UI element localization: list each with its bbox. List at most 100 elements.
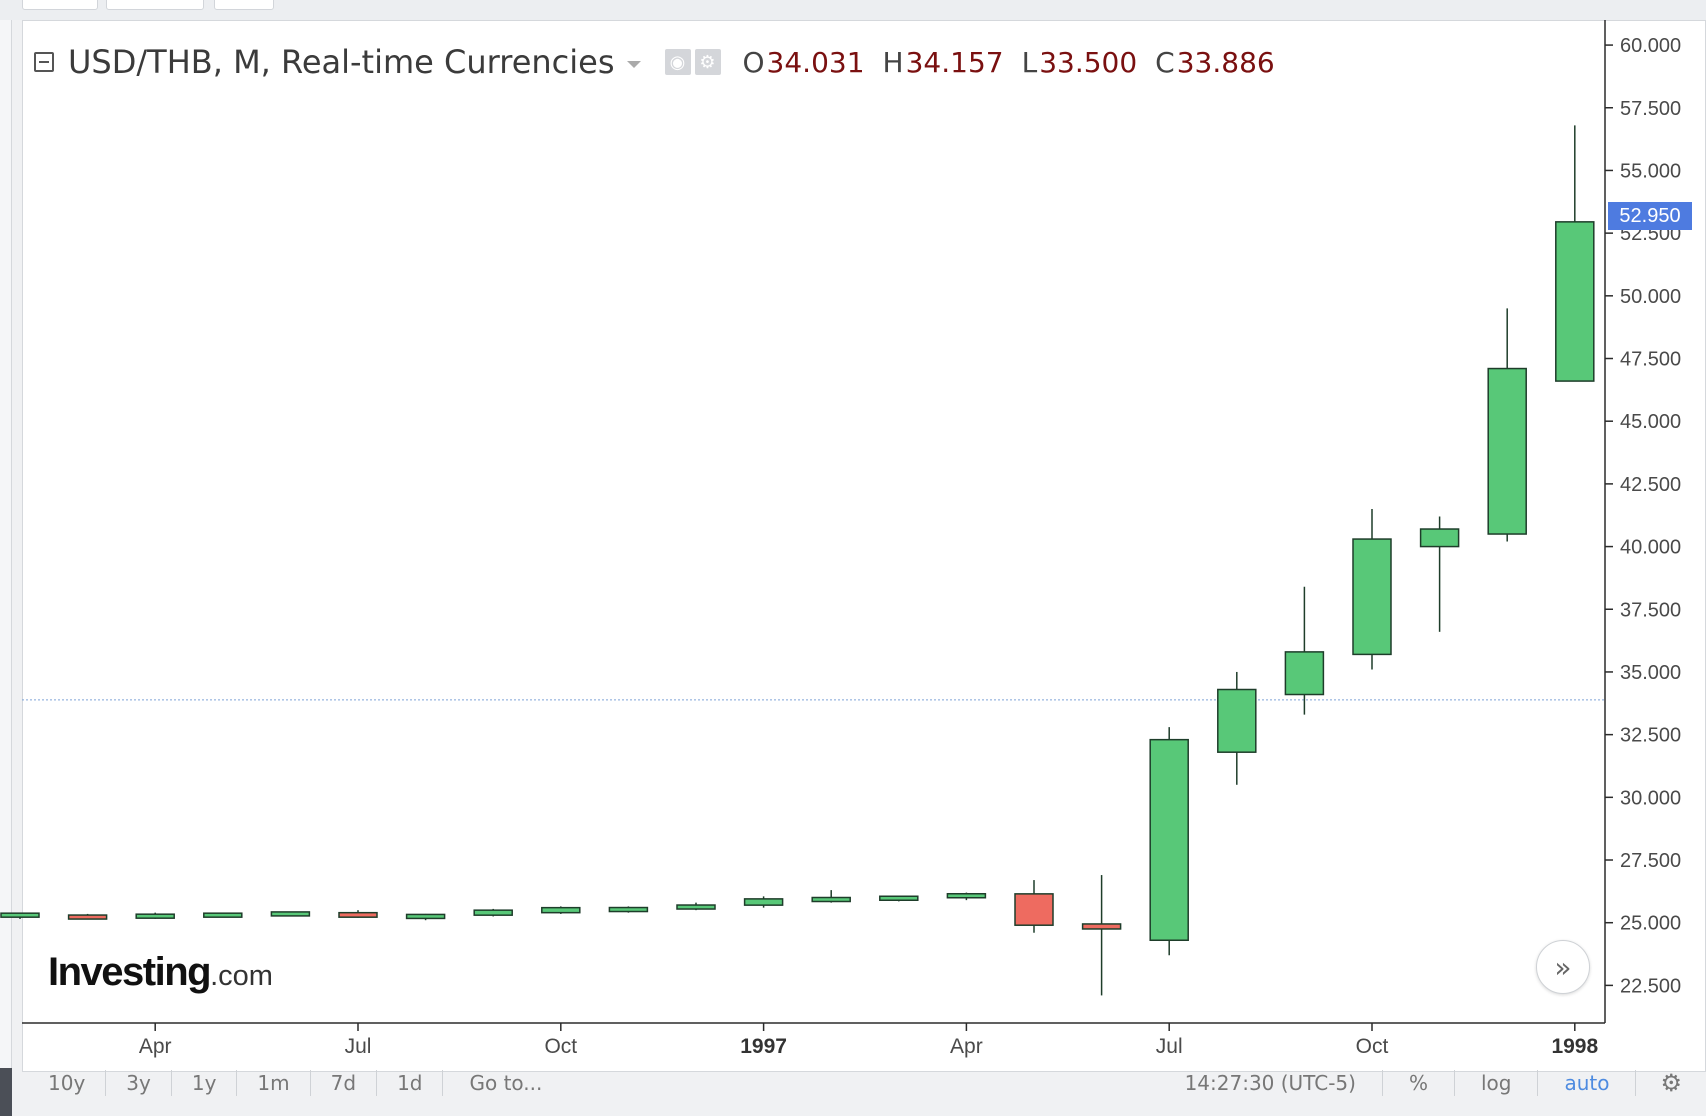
candle-body-up xyxy=(1419,528,1460,548)
candle xyxy=(1081,875,1122,996)
y-tick-label: 35.000 xyxy=(1620,662,1681,684)
y-tick-label: 50.000 xyxy=(1620,286,1681,308)
legend-title[interactable]: USD/THB, M, Real-time Currencies xyxy=(68,43,615,81)
x-tick-label: Jul xyxy=(1156,1035,1183,1058)
auto-toggle[interactable]: auto xyxy=(1537,1070,1635,1096)
candle xyxy=(270,911,311,917)
investing-logo: Investing.com xyxy=(48,950,273,994)
axis-layer: 22.500 25.000 27.500 30.000 32.500 35.000 37.5… xyxy=(22,20,1681,1058)
log-toggle[interactable]: log xyxy=(1453,1070,1538,1096)
candle-body-up xyxy=(0,912,40,918)
x-tick-label: Jul xyxy=(345,1035,372,1058)
legend-low: L 33.500 xyxy=(1021,45,1138,79)
gear-icon[interactable]: ⚙ xyxy=(694,49,721,75)
candle xyxy=(0,912,40,919)
range-10y-button[interactable]: 10y xyxy=(22,1070,107,1096)
y-tick-label: 45.000 xyxy=(1620,411,1681,433)
y-tick-label: 30.000 xyxy=(1620,787,1681,809)
candle-body-up xyxy=(743,898,784,906)
legend-close: C 33.886 xyxy=(1155,45,1275,79)
candle xyxy=(1014,880,1054,933)
last-price-badge: 52.950 xyxy=(1608,202,1692,230)
candle xyxy=(473,908,513,917)
y-tick-label: 60.000 xyxy=(1620,35,1681,57)
top-tab[interactable] xyxy=(22,0,98,10)
chart-legend: USD/THB, M, Real-time Currencies ◉ ⚙ O 34… xyxy=(34,42,1275,82)
candle xyxy=(203,912,243,918)
candle-body-up xyxy=(405,913,446,920)
candle-body-up xyxy=(608,906,649,913)
candle xyxy=(1555,125,1595,382)
bottom-toolbar: 10y 3y 1y 1m 7d 1d Go to... 14:27:30 (UT… xyxy=(22,1062,1706,1104)
candle xyxy=(1217,671,1257,785)
candle-body-up xyxy=(1555,221,1595,382)
candle-body-down xyxy=(1081,923,1122,930)
candle xyxy=(67,913,108,920)
x-tick-label: Apr xyxy=(950,1035,983,1058)
candles-layer xyxy=(0,125,1595,996)
candle-body-up xyxy=(1284,651,1325,696)
candle-body-down xyxy=(1014,893,1054,926)
y-tick-label: 57.500 xyxy=(1620,98,1681,120)
x-tick-label: 1997 xyxy=(740,1035,787,1058)
candle-body-up xyxy=(879,895,919,902)
candle-body-up xyxy=(676,904,716,910)
range-1y-button[interactable]: 1y xyxy=(172,1070,238,1096)
goto-button[interactable]: Go to... xyxy=(469,1071,543,1095)
range-7d-button[interactable]: 7d xyxy=(311,1070,378,1096)
candle-body-up xyxy=(203,912,243,918)
y-tick-label: 27.500 xyxy=(1620,850,1681,872)
caret-down-icon[interactable] xyxy=(626,60,641,68)
eye-icon[interactable]: ◉ xyxy=(664,49,691,75)
candle-body-up xyxy=(1149,738,1189,942)
x-tick-label: 1998 xyxy=(1551,1035,1598,1058)
y-tick-label: 32.500 xyxy=(1620,725,1681,747)
percent-toggle[interactable]: % xyxy=(1381,1070,1454,1096)
legend-high: H 34.157 xyxy=(882,45,1004,79)
candle-body-down xyxy=(338,911,378,918)
candle xyxy=(1487,308,1527,542)
candle xyxy=(1352,508,1392,670)
candle xyxy=(405,913,446,921)
top-strip xyxy=(0,0,1706,20)
candle-body-up xyxy=(1487,367,1527,535)
range-1m-button[interactable]: 1m xyxy=(237,1070,311,1096)
x-tick-label: Apr xyxy=(139,1035,172,1058)
x-tick-label: Oct xyxy=(1356,1035,1389,1058)
candle-body-up xyxy=(135,913,175,919)
candle xyxy=(135,912,175,919)
left-panel-edge xyxy=(0,20,12,1072)
candle xyxy=(743,896,784,908)
candle xyxy=(946,892,987,901)
range-1d-button[interactable]: 1d xyxy=(377,1070,444,1096)
y-tick-label: 25.000 xyxy=(1620,913,1681,935)
candle-body-down xyxy=(67,914,108,920)
y-tick-label: 42.500 xyxy=(1620,474,1681,496)
candle-body-up xyxy=(1217,688,1257,753)
candle xyxy=(811,890,851,903)
candle xyxy=(338,910,378,918)
candle xyxy=(676,902,716,911)
candle xyxy=(1149,727,1189,956)
candle xyxy=(541,906,581,914)
y-tick-label: 40.000 xyxy=(1620,537,1681,559)
legend-open: O 34.031 xyxy=(742,45,865,79)
y-tick-label: 37.500 xyxy=(1620,599,1681,621)
y-tick-label: 55.000 xyxy=(1620,160,1681,182)
gear-icon[interactable]: ⚙ xyxy=(1635,1070,1706,1096)
top-tab[interactable] xyxy=(106,0,204,10)
candle-body-up xyxy=(473,909,513,916)
collapse-icon[interactable] xyxy=(34,52,54,72)
y-tick-label: 22.500 xyxy=(1620,975,1681,997)
range-3y-button[interactable]: 3y xyxy=(106,1070,172,1096)
top-tab[interactable] xyxy=(214,0,274,10)
scroll-to-latest-button[interactable]: » xyxy=(1536,940,1590,994)
candle-body-up xyxy=(270,911,311,917)
candle xyxy=(1284,586,1325,715)
clock-time: 14:27:30 (UTC-5) xyxy=(1184,1071,1356,1095)
candle-body-up xyxy=(541,906,581,914)
candle-body-up xyxy=(1352,538,1392,656)
candle-body-up xyxy=(946,892,987,899)
candle xyxy=(608,906,649,913)
